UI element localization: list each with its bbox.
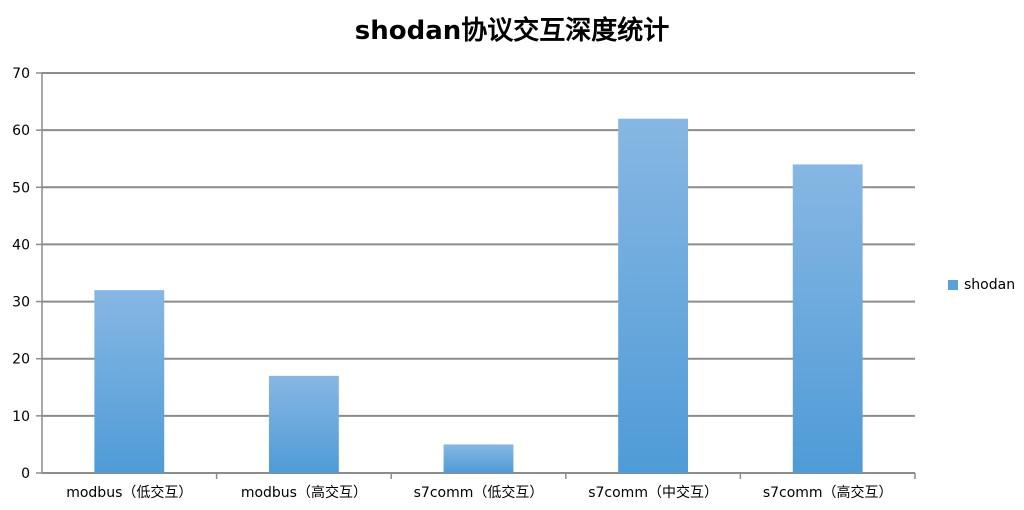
x-tick-label: s7comm（高交互） <box>763 484 893 501</box>
y-tick-label: 30 <box>12 295 30 311</box>
bar <box>618 118 689 473</box>
y-tick-label: 70 <box>12 66 30 82</box>
x-tick-label: s7comm（中交互） <box>588 484 718 501</box>
legend-label-shodan: shodan <box>964 277 1016 293</box>
x-tick-label: modbus（低交互） <box>66 484 192 501</box>
bar <box>792 164 863 473</box>
bar <box>268 375 339 473</box>
y-tick-label: 20 <box>12 352 30 368</box>
bar <box>94 290 165 473</box>
chart-title: shodan协议交互深度统计 <box>354 16 670 46</box>
y-tick-label: 0 <box>21 466 30 482</box>
y-tick-label: 60 <box>12 123 30 139</box>
bar <box>443 444 514 473</box>
x-tick-label: s7comm（低交互） <box>414 484 544 501</box>
y-tick-label: 10 <box>12 409 30 425</box>
legend-swatch <box>948 280 958 290</box>
y-tick-label: 50 <box>12 180 30 196</box>
legend: shodan <box>948 277 1015 293</box>
y-tick-label: 40 <box>12 237 30 253</box>
x-tick-label: modbus（高交互） <box>241 484 367 501</box>
